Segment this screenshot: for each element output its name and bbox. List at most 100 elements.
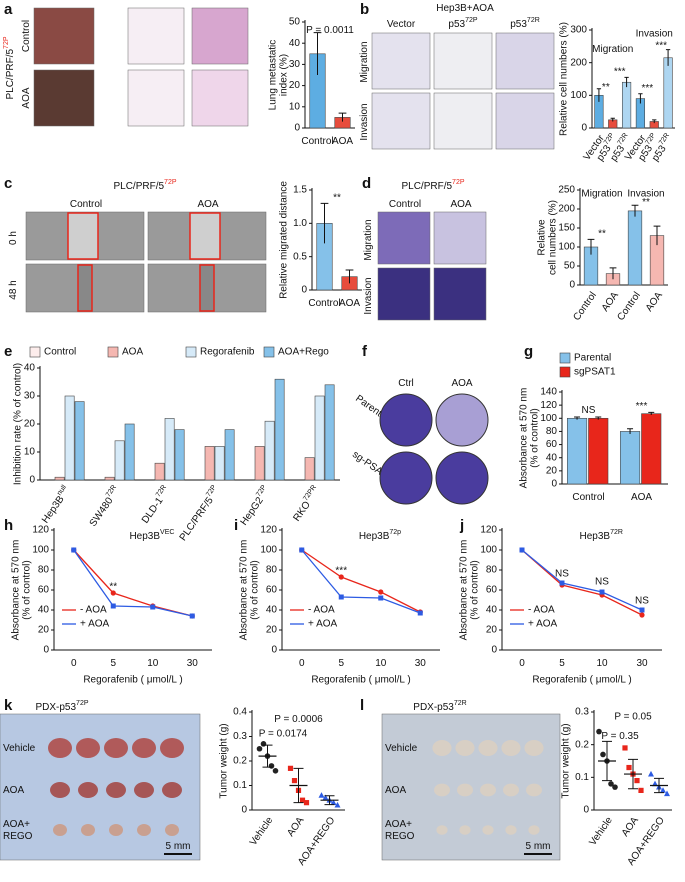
tumor xyxy=(106,782,126,798)
x-tick-label: Control xyxy=(571,290,599,323)
y-tick-label: 40 xyxy=(24,363,36,374)
x-tick-label-part: 0 xyxy=(71,658,77,669)
x-tick-label-part: Vehicle xyxy=(248,815,276,848)
x-tick-label-part: 10 xyxy=(375,658,387,669)
marker xyxy=(378,595,384,601)
point xyxy=(303,800,310,806)
row-label: AOA xyxy=(385,785,406,796)
micrograph xyxy=(371,32,431,90)
point xyxy=(600,751,606,758)
point xyxy=(268,763,275,769)
error-bar xyxy=(624,76,629,88)
column-label: p5372P xyxy=(448,17,477,29)
row-label-part: AOA+ xyxy=(385,819,412,830)
colony-well xyxy=(379,451,433,505)
micrograph xyxy=(191,7,249,65)
x-tick-label-part: 5 xyxy=(110,658,116,669)
y-axis-label: Tumor weight (g) xyxy=(561,723,572,798)
chart-title-part: Hep3B xyxy=(129,531,160,542)
x-tick-label: AOA xyxy=(643,290,664,314)
panel-title-part: PLC/PRF/5 xyxy=(113,181,164,192)
x-tick-label-part: Control xyxy=(308,298,340,309)
x-tick-label: 30 xyxy=(187,658,199,669)
y-tick-label: 100 xyxy=(558,242,575,253)
y-tick-label: 30 xyxy=(289,59,301,70)
y-tick-label: 0.1 xyxy=(233,780,247,791)
y-tick-label: 1.5 xyxy=(293,185,307,196)
y-tick-label: 150 xyxy=(558,223,575,234)
micrograph xyxy=(433,267,487,321)
x-tick-label: 0 xyxy=(71,658,77,669)
y-axis-label: index (%) xyxy=(279,54,290,96)
annotation: NS xyxy=(595,577,609,588)
x-tick-label-sup: 72P xyxy=(255,484,268,498)
micrograph xyxy=(433,32,493,90)
column-label: AOA xyxy=(450,199,471,210)
column-label-sup: 72P xyxy=(465,17,478,24)
y-tick-label: 20 xyxy=(266,625,278,636)
chart-title-sup: VEC xyxy=(160,529,174,536)
line xyxy=(301,549,421,614)
tumor xyxy=(165,824,179,836)
point xyxy=(608,781,614,787)
x-tick-label: Control xyxy=(308,298,340,309)
point xyxy=(272,768,279,774)
y-tick-label: 0.2 xyxy=(233,756,247,767)
row-label-part: 48 h xyxy=(8,280,19,299)
legend-label: - AOA xyxy=(308,605,335,616)
row-label-part: REGO xyxy=(3,831,33,842)
y-tick-label: 40 xyxy=(486,605,498,616)
point xyxy=(260,741,267,747)
y-tick-label: 80 xyxy=(486,565,498,576)
row-label: REGO xyxy=(3,831,33,842)
x-tick-label-part: AOA xyxy=(339,298,360,309)
panel-title: Hep3B+AOA xyxy=(436,3,494,14)
bar xyxy=(64,395,75,481)
legend-label: + AOA xyxy=(528,619,558,630)
marker xyxy=(378,589,384,595)
y-axis-label: Relative xyxy=(537,219,548,256)
marker xyxy=(559,580,565,586)
row-label: Migration xyxy=(363,219,374,260)
annotation: Migration xyxy=(581,188,622,199)
wound-box xyxy=(199,264,215,312)
marker xyxy=(299,547,305,553)
x-tick-label-part: 30 xyxy=(636,658,648,669)
annotation: Invasion xyxy=(636,29,673,40)
colony-well xyxy=(379,393,433,447)
column-label: Ctrl xyxy=(398,378,414,389)
error-bar xyxy=(631,204,639,217)
bar xyxy=(54,476,65,481)
column-label: Control xyxy=(70,199,102,210)
tumor xyxy=(81,824,95,836)
line xyxy=(73,549,193,617)
y-tick-label: 120 xyxy=(32,525,49,536)
y-tick-label: 20 xyxy=(486,625,498,636)
x-axis-label: Regorafenib ( μmol/L ) xyxy=(83,675,182,686)
y-tick-label: 0.2 xyxy=(575,739,589,750)
row-label: Vehicle xyxy=(385,743,418,754)
tumor xyxy=(505,825,517,835)
legend-label: + AOA xyxy=(308,619,338,630)
row-label-part: AOA+ xyxy=(3,819,30,830)
marker xyxy=(599,589,605,595)
point xyxy=(660,787,666,793)
legend-swatch xyxy=(559,366,571,378)
bar xyxy=(324,384,335,481)
tumor xyxy=(526,783,542,797)
y-axis-label: Tumor weight (g) xyxy=(219,723,230,798)
panel-title-sup: 72P xyxy=(164,179,177,186)
bar xyxy=(154,462,165,481)
panel-letter: e xyxy=(4,343,12,360)
legend-label: - AOA xyxy=(528,605,555,616)
line xyxy=(521,549,643,611)
y-tick-label: 100 xyxy=(570,90,587,101)
point xyxy=(334,801,341,808)
micrograph xyxy=(371,92,431,150)
micrograph xyxy=(127,7,185,65)
panel-title-part: PDX-p53 xyxy=(35,702,76,713)
x-tick-label-part: Control xyxy=(572,492,604,503)
error-bar xyxy=(628,758,638,790)
y-tick-label: 0 xyxy=(29,475,35,486)
x-tick-label: AOA xyxy=(599,290,620,314)
